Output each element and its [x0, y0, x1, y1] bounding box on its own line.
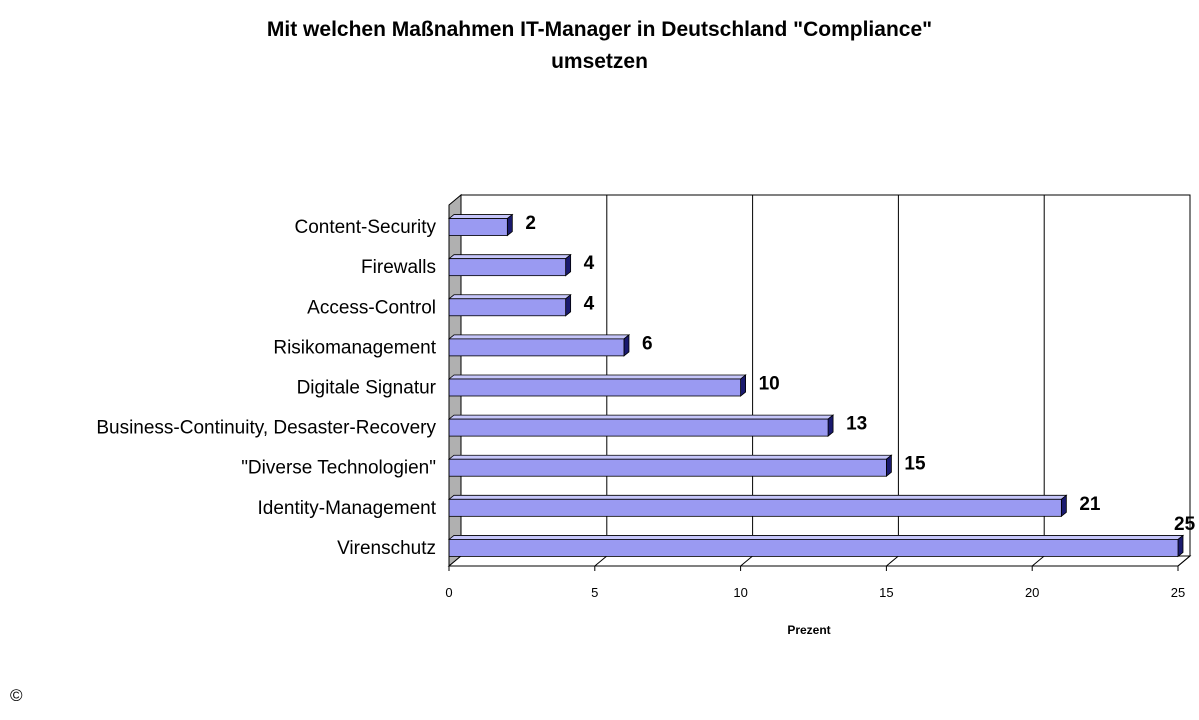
data-label: 21	[1079, 494, 1101, 515]
chart-title-line-2: umsetzen	[551, 50, 648, 73]
bar	[448, 498, 1062, 517]
bar-side	[565, 253, 572, 277]
bar-top	[447, 374, 747, 380]
chart-title-line-1: Mit welchen Maßnahmen IT-Manager in Deut…	[266, 18, 933, 41]
bar-side	[1177, 534, 1184, 558]
bar-top	[447, 254, 572, 260]
plot-floor	[447, 555, 1192, 567]
bar	[448, 458, 887, 477]
bar-top	[447, 334, 631, 340]
copyright-icon: ©	[10, 686, 23, 705]
floor-gridline	[594, 555, 608, 567]
bar-top	[447, 214, 514, 219]
floor-gridline	[1031, 555, 1045, 567]
category-label: Identity-Management	[258, 498, 437, 519]
bar	[448, 258, 567, 277]
bar-top	[447, 454, 893, 460]
category-label: Digitale Signatur	[297, 378, 437, 399]
data-label: 4	[584, 293, 595, 314]
bar	[448, 298, 567, 317]
x-axis-label: Prezent	[787, 623, 830, 637]
category-label: Content-Security	[294, 217, 436, 238]
x-tick-label: 0	[445, 585, 452, 600]
bar	[448, 539, 1179, 557]
x-tick-label: 25	[1171, 585, 1185, 600]
category-label: Firewalls	[361, 257, 436, 278]
data-label: 15	[904, 454, 926, 475]
bar-top	[447, 294, 572, 300]
bar-side	[740, 374, 746, 397]
bar-side	[1060, 494, 1067, 518]
bar-side	[827, 414, 834, 437]
bar-side	[506, 213, 513, 237]
category-label: Virenschutz	[337, 538, 436, 559]
bar-side	[623, 334, 630, 357]
data-label: 2	[525, 213, 536, 234]
floor-gridline	[886, 555, 899, 567]
data-label: 13	[846, 414, 867, 435]
bar	[448, 378, 742, 397]
bar	[448, 338, 625, 357]
category-label: Business-Continuity, Desaster-Recovery	[96, 418, 436, 439]
bar-top	[447, 535, 1185, 540]
bar-top	[447, 494, 1068, 500]
x-tick-label: 5	[591, 585, 598, 600]
floor-gridline	[1177, 555, 1191, 567]
bar-top	[447, 414, 835, 420]
x-tick-label: 10	[733, 585, 747, 600]
data-label: 4	[584, 253, 595, 274]
category-label: Access-Control	[307, 297, 436, 318]
x-tick-label: 15	[879, 585, 893, 600]
data-label: 25	[1174, 514, 1196, 535]
category-label: "Diverse Technologien"	[241, 458, 436, 479]
bar	[448, 418, 829, 437]
bar	[448, 218, 508, 236]
data-label: 6	[642, 333, 653, 354]
x-tick-label: 20	[1025, 585, 1039, 600]
floor-gridline	[740, 555, 753, 567]
chart-title: Mit welchen Maßnahmen IT-Manager in Deut…	[0, 14, 1199, 78]
data-label: 10	[759, 374, 780, 395]
bar-side	[886, 454, 892, 478]
category-label: Risikomanagement	[273, 337, 436, 358]
bar-side	[565, 293, 572, 317]
